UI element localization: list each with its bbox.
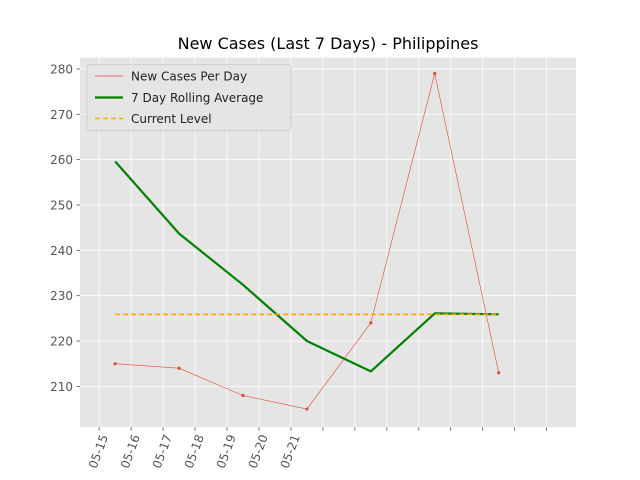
data-point: [113, 362, 117, 366]
x-tick-label: 05-20: [246, 433, 271, 471]
y-tick-label: 210: [50, 380, 73, 394]
y-tick-label: 270: [50, 108, 73, 122]
data-point: [305, 407, 309, 411]
y-tick-label: 230: [50, 289, 73, 303]
y-tick-label: 250: [50, 198, 73, 212]
x-tick-label: 05-15: [86, 433, 111, 471]
legend: New Cases Per Day 7 Day Rolling Average …: [86, 64, 292, 132]
data-point: [433, 71, 437, 76]
x-tick-label: 05-19: [214, 433, 239, 471]
x-tick-label: 05-17: [150, 433, 175, 471]
y-tick-label: 240: [50, 244, 73, 258]
chart-title: New Cases (Last 7 Days) - Philippines: [178, 34, 479, 53]
x-tick-label: 05-21: [278, 433, 303, 471]
x-axis: 05-15 05-16 05-17 05-18 05-19 05-20 05-21: [86, 427, 547, 470]
y-axis: 210 220 230 240 250 260 270 280: [50, 62, 80, 394]
series-group: [113, 71, 501, 411]
data-point: [177, 366, 181, 370]
y-tick-label: 260: [50, 153, 73, 167]
data-point: [369, 321, 373, 325]
legend-label-rolling-average: 7 Day Rolling Average: [131, 91, 263, 105]
legend-box: [86, 64, 292, 132]
legend-label-current-level: Current Level: [131, 112, 212, 126]
data-point: [241, 393, 245, 398]
x-tick-label: 05-16: [118, 433, 143, 471]
legend-label-new-cases: New Cases Per Day: [131, 70, 247, 84]
y-tick-label: 220: [50, 335, 73, 349]
data-point: [497, 371, 501, 375]
y-tick-label: 280: [50, 62, 73, 76]
x-tick-label: 05-18: [182, 433, 207, 471]
series-line-7-day-rolling-average: [114, 160, 499, 373]
